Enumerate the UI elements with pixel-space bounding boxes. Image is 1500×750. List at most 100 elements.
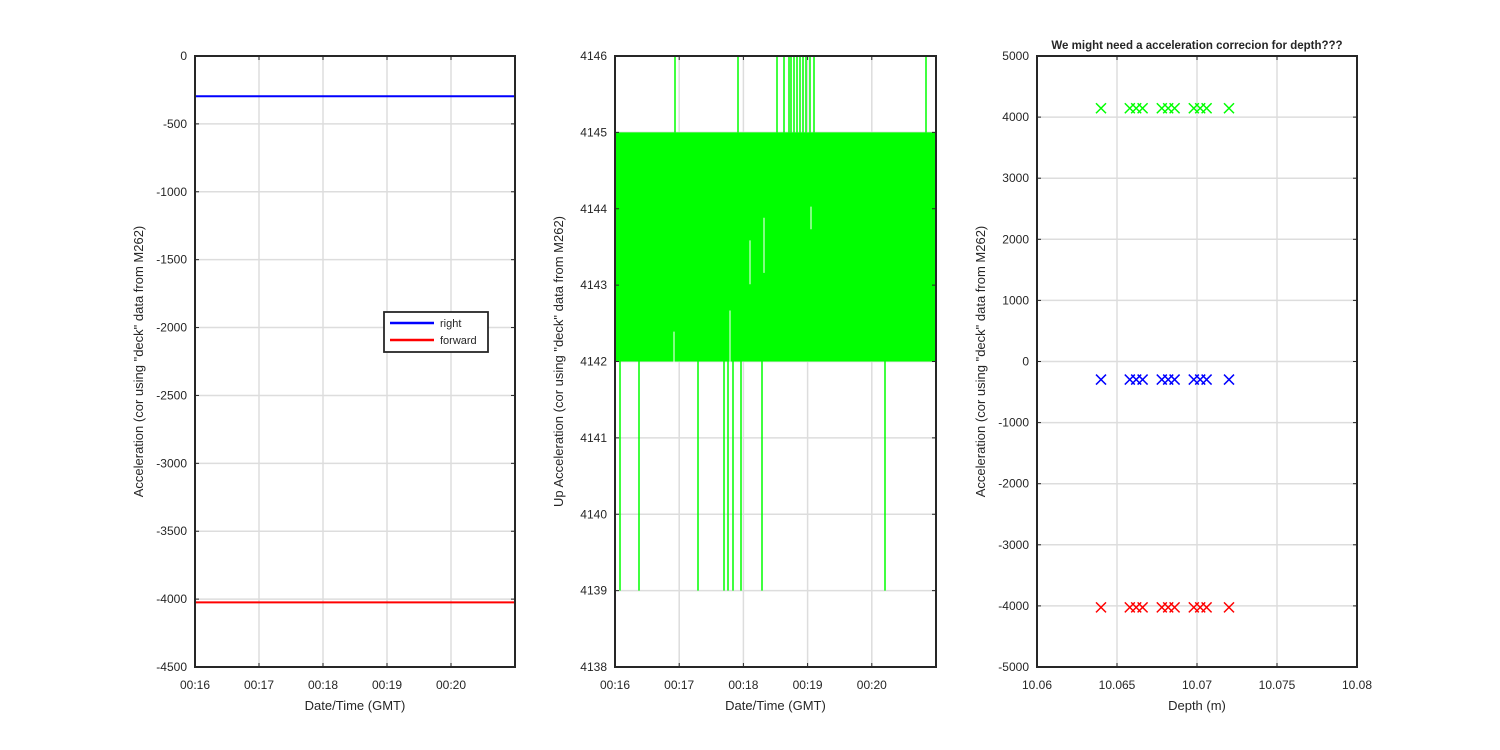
x-tick-label: 00:18 [308, 678, 338, 692]
marker-stroke [1095, 374, 1107, 386]
y-axis-label: Acceleration (cor using "deck" data from… [973, 226, 988, 498]
data-point [1201, 601, 1213, 613]
data-layer [615, 56, 936, 591]
y-tick-label: 0 [1022, 355, 1029, 369]
y-tick-label: 4140 [580, 507, 607, 521]
x-tick-label: 00:20 [436, 678, 466, 692]
y-tick-label: -3500 [156, 524, 187, 538]
x-axis-label: Date/Time (GMT) [305, 698, 406, 713]
y-tick-label: -1000 [998, 416, 1029, 430]
y-tick-label: -3000 [156, 456, 187, 470]
x-tick-label: 00:17 [244, 678, 274, 692]
marker-stroke [1223, 102, 1235, 114]
data-point [1201, 102, 1213, 114]
grid [195, 56, 515, 667]
series-spikes [619, 56, 927, 591]
series-gaps [673, 206, 812, 375]
marker-stroke [1201, 374, 1213, 386]
data-point [1169, 374, 1181, 386]
data-point [1223, 601, 1235, 613]
x-axis-label: Date/Time (GMT) [725, 698, 826, 713]
marker-stroke [1201, 102, 1213, 114]
x-tick-label: 10.07 [1182, 678, 1212, 692]
y-tick-label: -5000 [998, 660, 1029, 674]
series-markers-1 [1095, 374, 1235, 386]
legend-label-right: right [440, 318, 461, 330]
marker-stroke [1201, 601, 1213, 613]
x-tick-label: 00:16 [600, 678, 630, 692]
data-point [1095, 102, 1107, 114]
data-point [1201, 374, 1213, 386]
y-tick-label: 4143 [580, 278, 607, 292]
y-tick-label: 3000 [1002, 171, 1029, 185]
x-tick-label: 10.075 [1259, 678, 1296, 692]
plot-area [195, 56, 515, 667]
data-point [1223, 374, 1235, 386]
y-tick-label: 2000 [1002, 232, 1029, 246]
y-tick-label: 0 [180, 49, 187, 63]
legend: right forward [383, 311, 489, 353]
y-tick-label: 4144 [580, 202, 607, 216]
x-tick-label: 00:17 [664, 678, 694, 692]
y-tick-label: 4141 [580, 431, 607, 445]
y-tick-label: 5000 [1002, 49, 1029, 63]
legend-box [383, 311, 489, 353]
data-layer [1095, 102, 1235, 613]
y-tick-label: -500 [163, 117, 187, 131]
marker-stroke [1095, 601, 1107, 613]
marker-stroke [1169, 102, 1181, 114]
y-tick-label: -2000 [998, 477, 1029, 491]
series-band [615, 132, 936, 362]
data-point [1095, 601, 1107, 613]
series-markers-2 [1095, 601, 1235, 613]
y-tick-label: 4146 [580, 49, 607, 63]
axes-1: right forward 00:16 00:17 00:18 00:19 00:20 0 -5… [131, 49, 516, 713]
x-tick-label: 00:20 [857, 678, 887, 692]
y-tick-label: -4000 [156, 592, 187, 606]
data-point [1137, 102, 1149, 114]
series-markers-0 [1095, 102, 1235, 114]
marker-stroke [1095, 102, 1107, 114]
x-tick-label: 10.08 [1342, 678, 1372, 692]
grid [1037, 56, 1357, 667]
chart-title: We might need a acceleration correcion f… [1051, 40, 1342, 52]
marker-stroke [1137, 102, 1149, 114]
y-tick-label: 4138 [580, 660, 607, 674]
x-tick-label: 00:19 [793, 678, 823, 692]
y-tick-label: -2500 [156, 388, 187, 402]
y-tick-label: -3000 [998, 538, 1029, 552]
data-point [1137, 601, 1149, 613]
marker-stroke [1137, 601, 1149, 613]
ticks [194, 55, 515, 668]
axes-3: 10.06 10.065 10.07 10.075 10.08 5000 4000 3000 2… [973, 40, 1372, 713]
y-tick-label: -1500 [156, 253, 187, 267]
marker-stroke [1223, 374, 1235, 386]
y-tick-label: 4000 [1002, 110, 1029, 124]
y-tick-label: 4145 [580, 125, 607, 139]
y-tick-label: -4000 [998, 599, 1029, 613]
x-axis-label: Depth (m) [1168, 698, 1226, 713]
marker-stroke [1223, 601, 1235, 613]
ticks [614, 55, 936, 668]
y-axis-label: Up Acceleration (cor using "deck" data f… [551, 216, 566, 507]
data-point [1169, 102, 1181, 114]
x-tick-label: 00:18 [728, 678, 758, 692]
marker-stroke [1137, 374, 1149, 386]
y-tick-label: 4139 [580, 584, 607, 598]
data-point [1223, 102, 1235, 114]
x-tick-label: 10.065 [1099, 678, 1136, 692]
axes-2: 00:16 00:17 00:18 00:19 00:20 4138 4139 4140 414… [551, 49, 937, 713]
marker-stroke [1169, 601, 1181, 613]
x-tick-label: 00:16 [180, 678, 210, 692]
y-axis-label: Acceleration (cor using "deck" data from… [131, 226, 146, 498]
data-layer [195, 95, 515, 604]
y-tick-label: -2000 [156, 321, 187, 335]
axes-box [194, 55, 516, 668]
data-point [1095, 374, 1107, 386]
y-tick-label: 4142 [580, 355, 607, 369]
x-tick-label: 00:19 [372, 678, 402, 692]
x-tick-label: 10.06 [1022, 678, 1052, 692]
y-tick-label: -4500 [156, 660, 187, 674]
data-point [1137, 374, 1149, 386]
